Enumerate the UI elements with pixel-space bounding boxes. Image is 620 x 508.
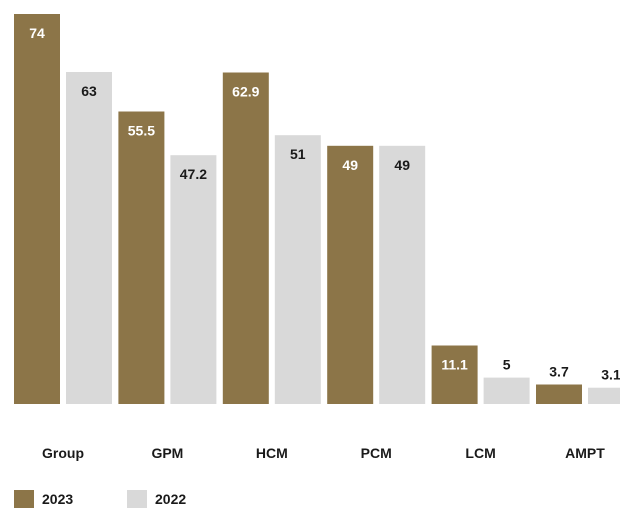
category-label-lcm: LCM <box>465 445 495 461</box>
legend-swatch-2023 <box>14 490 34 508</box>
bar-group-2023 <box>14 14 60 404</box>
value-label-lcm-2023: 11.1 <box>441 357 468 373</box>
value-label-pcm-2023: 49 <box>342 157 358 173</box>
bar-ampt-2023 <box>536 384 582 404</box>
bar-lcm-2022 <box>483 377 530 404</box>
legend-label-2022: 2022 <box>155 491 186 507</box>
value-label-gpm-2023: 55.5 <box>128 123 155 139</box>
legend-swatch-2022 <box>127 490 147 508</box>
bar-ampt-2022 <box>588 387 620 404</box>
value-label-ampt-2023: 3.7 <box>549 364 569 380</box>
bar-group-2022 <box>66 72 112 404</box>
bar-lcm-2023 <box>431 345 478 404</box>
value-label-gpm-2022: 47.2 <box>180 166 207 182</box>
bar-gpm-2022 <box>170 155 217 404</box>
value-label-pcm-2022: 49 <box>394 157 410 173</box>
bar-hcm-2023 <box>222 72 269 404</box>
category-label-group: Group <box>42 445 84 461</box>
bar-hcm-2022 <box>274 135 321 404</box>
bars-layer: 74 63 55.5 47.2 62.9 51 49 49 11.1 5 3.7 3.1 <box>14 14 620 405</box>
value-label-group-2023: 74 <box>29 25 45 41</box>
category-label-pcm: PCM <box>361 445 392 461</box>
category-label-ampt: AMPT <box>565 445 605 461</box>
category-label-gpm: GPM <box>151 445 183 461</box>
value-label-ampt-2022: 3.1 <box>601 367 620 383</box>
legend-label-2023: 2023 <box>42 491 73 507</box>
legend: 2023 2022 <box>14 490 186 508</box>
value-label-hcm-2023: 62.9 <box>232 84 259 100</box>
value-label-lcm-2022: 5 <box>503 357 511 373</box>
value-label-group-2022: 63 <box>81 83 97 99</box>
value-label-hcm-2022: 51 <box>290 146 306 162</box>
bar-pcm-2022 <box>379 145 426 405</box>
bar-pcm-2023 <box>327 145 374 405</box>
category-labels: Group GPM HCM PCM LCM AMPT <box>42 445 605 461</box>
bar-gpm-2023 <box>118 111 165 404</box>
category-label-hcm: HCM <box>256 445 288 461</box>
